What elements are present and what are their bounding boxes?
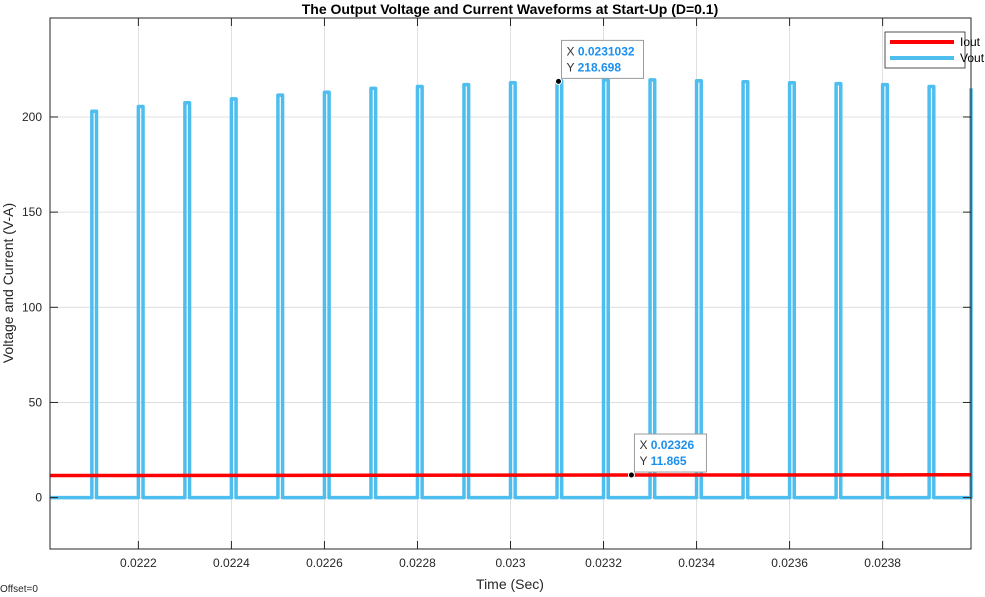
y-axis-label: Voltage and Current (V-A) <box>0 203 16 363</box>
series-layer <box>49 78 973 500</box>
datatip-box <box>561 39 645 79</box>
x-axis-label: Time (Sec) <box>476 576 544 592</box>
datatip-y: Y 218.698 <box>567 60 622 74</box>
y-tick-label: 150 <box>22 205 42 219</box>
x-tick-label: 0.0228 <box>399 556 436 570</box>
datatip-x-value: 0.02326 <box>651 438 695 452</box>
datatips: X 0.0231032 Y 218.698 X 0.02326 Y 11.865 <box>555 39 707 479</box>
datatip-marker <box>555 77 563 85</box>
series-line-vout <box>50 78 973 500</box>
legend-entry-vout: Vout <box>960 51 985 65</box>
datatip: X 0.0231032 Y 218.698 <box>555 39 645 85</box>
datatip-y: Y 11.865 <box>639 454 686 468</box>
y-tick-label: 200 <box>22 110 42 124</box>
y-tick-label: 50 <box>29 395 43 409</box>
x-tick-label: 0.0226 <box>306 556 343 570</box>
datatip: X 0.02326 Y 11.865 <box>627 433 707 479</box>
datatip-y-value: 11.865 <box>651 454 687 468</box>
offset-label: Offset=0 <box>0 584 38 595</box>
x-tick-label: 0.023 <box>495 556 525 570</box>
y-tick-label: 0 <box>35 491 42 505</box>
datatip-box <box>633 433 707 473</box>
series-line-iout <box>49 473 972 478</box>
datatip-x: X 0.0231032 <box>567 44 635 58</box>
datatip-y-value: 218.698 <box>578 60 622 74</box>
x-tick-label: 0.0234 <box>678 556 715 570</box>
x-tick-label: 0.0222 <box>120 556 157 570</box>
datatip-marker <box>627 471 635 479</box>
datatip-x: X 0.02326 <box>639 438 694 452</box>
legend-entry-iout: Iout <box>960 35 981 49</box>
chart-title: The Output Voltage and Current Waveforms… <box>302 1 719 17</box>
legend-box <box>884 31 966 69</box>
x-tick-label: 0.0224 <box>213 556 250 570</box>
x-tick-label: 0.0238 <box>864 556 901 570</box>
legend[interactable]: Iout Vout <box>884 31 985 69</box>
datatip-x-value: 0.0231032 <box>578 44 635 58</box>
ticks: 0.0222 0.0224 0.0226 0.0228 0.023 0.0232 0.023… <box>22 18 971 570</box>
x-tick-label: 0.0232 <box>585 556 622 570</box>
x-tick-label: 0.0236 <box>771 556 808 570</box>
y-tick-label: 100 <box>22 300 42 314</box>
